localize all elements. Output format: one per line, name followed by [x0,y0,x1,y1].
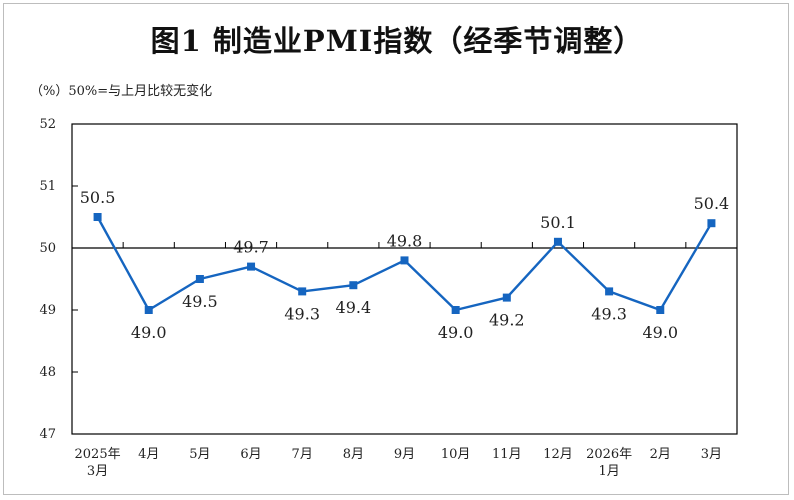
x-tick-label: 7月 [292,447,313,462]
x-tick-label-line: 3月 [87,464,108,479]
x-tick-label-line: 4月 [138,447,159,462]
data-point [195,275,204,283]
y-tick-label: 51 [39,179,56,194]
data-label: 49.3 [591,304,627,323]
x-tick-label-line: 5月 [189,447,210,462]
x-tick-label: 10月 [441,447,471,462]
y-tick-label: 49 [39,303,56,318]
data-label: 49.8 [387,231,423,250]
x-tick-label: 12月 [543,447,573,462]
x-tick-label-line: 3月 [701,447,722,462]
data-label: 49.5 [182,292,218,311]
x-tick-label-line: 9月 [394,447,415,462]
data-point [93,213,102,221]
x-tick-label-line: 12月 [543,447,573,462]
data-label: 49.7 [233,238,269,257]
data-point [656,306,665,314]
data-label: 50.4 [694,194,730,213]
x-tick-label-line: 2025年 [75,447,121,462]
data-point [605,287,614,296]
data-label: 49.3 [284,304,320,323]
y-tick-label: 48 [39,365,56,380]
data-point [451,306,460,314]
x-tick-label-line: 8月 [343,447,364,462]
chart-title: 图1 制造业PMI指数（经季节调整） [150,24,644,58]
data-point [502,293,511,302]
x-tick-label-line: 2月 [650,447,671,462]
x-tick-label-line: 6月 [240,447,261,462]
data-point [400,256,409,265]
data-point [553,237,562,246]
data-point [144,306,153,314]
x-tick-label-line: 10月 [441,447,471,462]
x-tick-label: 5月 [189,447,210,462]
x-tick-label: 3月 [701,447,722,462]
data-label: 49.4 [336,298,372,317]
data-point [298,287,307,296]
unit-note: （%）50%=与上月比较无变化 [30,84,213,99]
data-label: 49.0 [131,323,167,342]
x-tick-label-line: 7月 [292,447,313,462]
data-label: 49.0 [438,323,474,342]
data-label: 49.2 [489,311,525,330]
y-tick-label: 52 [39,117,56,132]
figure-frame [3,3,789,495]
x-tick-label: 9月 [394,447,415,462]
data-label: 50.5 [80,188,116,207]
y-tick-label: 47 [39,427,56,442]
y-tick-label: 50 [39,241,56,256]
plot-area [71,123,738,435]
x-tick-label-line: 11月 [492,447,522,462]
x-tick-label-line: 1月 [598,464,619,479]
x-tick-label: 11月 [492,447,522,462]
x-tick-label: 8月 [343,447,364,462]
x-tick-label: 2025年 3月 [75,447,121,479]
x-tick-label: 6月 [240,447,261,462]
data-label: 50.1 [540,213,576,232]
data-point [707,219,716,228]
x-tick-label-line: 2026年 [586,447,632,462]
data-point [349,281,358,290]
x-tick-label: 2月 [650,447,671,462]
x-tick-label: 4月 [138,447,159,462]
data-label: 49.0 [642,323,678,342]
data-point [247,262,256,271]
x-tick-label: 2026年 1月 [586,447,632,479]
